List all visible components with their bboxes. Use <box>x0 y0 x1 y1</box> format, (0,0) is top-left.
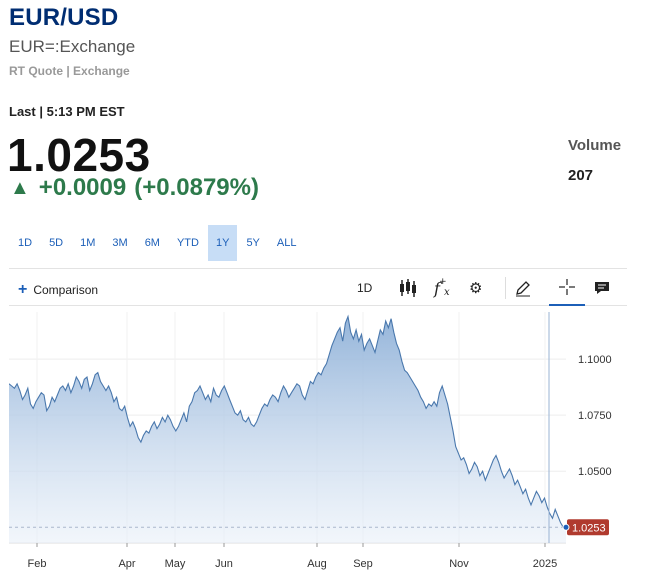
range-3m[interactable]: 3M <box>112 237 128 249</box>
symbol-title: EUR/USD <box>9 4 119 31</box>
x-tick-label: Apr <box>118 558 135 570</box>
plus-icon: + <box>18 281 28 298</box>
svg-text:+: + <box>439 277 447 287</box>
range-1y[interactable]: 1Y <box>207 225 238 261</box>
function-icon[interactable]: f x + <box>433 277 455 299</box>
candlestick-icon[interactable] <box>398 277 418 299</box>
last-time: Last | 5:13 PM EST <box>9 104 125 119</box>
quote-source: RT Quote | Exchange <box>9 64 130 78</box>
x-tick-label: 2025 <box>533 558 557 570</box>
y-tick-label: 1.0750 <box>578 410 612 422</box>
gear-icon[interactable]: ⚙ <box>469 280 483 297</box>
comparison-label: Comparison <box>33 283 99 297</box>
price-change: ▲ +0.0009 (+0.0879%) <box>10 174 259 202</box>
change-percent: (+0.0879%) <box>134 174 259 201</box>
exchange-subtitle: EUR=:Exchange <box>9 37 136 56</box>
volume-label: Volume <box>568 137 622 154</box>
x-tick-label: Aug <box>307 558 327 570</box>
range-6m[interactable]: 6M <box>144 237 160 249</box>
svg-text:f: f <box>433 279 443 298</box>
svg-text:x: x <box>444 287 450 298</box>
x-tick-label: Nov <box>449 558 469 570</box>
x-tick-label: May <box>165 558 186 570</box>
range-1d[interactable]: 1D <box>18 237 33 249</box>
comment-icon[interactable] <box>593 277 611 299</box>
y-tick-label: 1.1000 <box>578 354 612 366</box>
crosshair-icon[interactable] <box>549 269 585 306</box>
triangle-up-icon: ▲ <box>10 176 30 199</box>
price-line <box>9 314 566 528</box>
x-tick-label: Jun <box>215 558 233 570</box>
x-tick-label: Feb <box>28 558 47 570</box>
volume-value: 207 <box>568 167 594 184</box>
interval-button[interactable]: 1D <box>357 281 373 295</box>
price-area <box>9 316 566 543</box>
change-value: +0.0009 <box>38 174 127 201</box>
x-tick-label: Sep <box>353 558 373 570</box>
range-5y[interactable]: 5Y <box>246 237 260 249</box>
last-point-dot <box>562 523 570 531</box>
comparison-button[interactable]: + Comparison <box>18 281 99 298</box>
y-tick-label: 1.0500 <box>578 466 612 478</box>
last-price: 1.0253 <box>7 129 151 181</box>
price-chart[interactable]: 1.1000 1.0750 1.0500 Feb Apr May Jun Aug Sep Nov… <box>9 307 658 582</box>
range-ytd[interactable]: YTD <box>176 237 199 249</box>
range-5d[interactable]: 5D <box>49 237 64 249</box>
range-selector: 1D 5D 1M 3M 6M YTD 1Y 5Y ALL <box>10 225 305 261</box>
range-1m[interactable]: 1M <box>80 237 96 249</box>
pencil-icon[interactable] <box>514 277 532 299</box>
range-all[interactable]: ALL <box>276 237 297 249</box>
last-price-marker: 1.0253 <box>562 519 609 536</box>
last-price-label: 1.0253 <box>572 522 606 534</box>
chart-toolbar: + Comparison 1D f x + ⚙ <box>9 268 627 306</box>
toolbar-divider <box>505 277 506 299</box>
